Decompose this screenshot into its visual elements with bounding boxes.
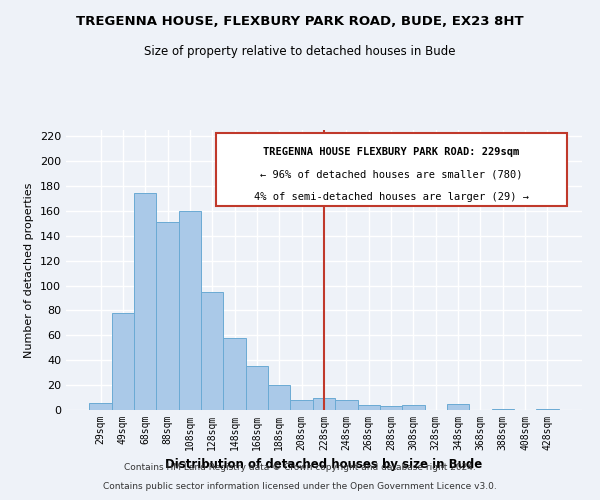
FancyBboxPatch shape — [215, 133, 566, 206]
Bar — [491, 409, 514, 410]
Bar — [290, 400, 313, 410]
Text: Contains HM Land Registry data © Crown copyright and database right 2024.: Contains HM Land Registry data © Crown c… — [124, 464, 476, 472]
X-axis label: Distribution of detached houses by size in Bude: Distribution of detached houses by size … — [166, 458, 482, 471]
Bar — [134, 194, 157, 410]
Bar — [380, 406, 402, 410]
Text: 4% of semi-detached houses are larger (29) →: 4% of semi-detached houses are larger (2… — [254, 192, 529, 202]
Text: TREGENNA HOUSE, FLEXBURY PARK ROAD, BUDE, EX23 8HT: TREGENNA HOUSE, FLEXBURY PARK ROAD, BUDE… — [76, 15, 524, 28]
Bar — [201, 292, 223, 410]
Text: TREGENNA HOUSE FLEXBURY PARK ROAD: 229sqm: TREGENNA HOUSE FLEXBURY PARK ROAD: 229sq… — [263, 147, 519, 157]
Text: Size of property relative to detached houses in Bude: Size of property relative to detached ho… — [144, 45, 456, 58]
Bar — [402, 405, 425, 410]
Bar — [268, 385, 290, 410]
Bar — [447, 404, 469, 410]
Bar — [179, 211, 201, 410]
Bar — [335, 400, 358, 410]
Text: Contains public sector information licensed under the Open Government Licence v3: Contains public sector information licen… — [103, 482, 497, 491]
Bar — [89, 402, 112, 410]
Bar — [536, 409, 559, 410]
Y-axis label: Number of detached properties: Number of detached properties — [25, 182, 34, 358]
Bar — [157, 222, 179, 410]
Bar — [223, 338, 246, 410]
Bar — [313, 398, 335, 410]
Bar — [112, 313, 134, 410]
Bar — [358, 405, 380, 410]
Bar — [246, 366, 268, 410]
Text: ← 96% of detached houses are smaller (780): ← 96% of detached houses are smaller (78… — [260, 169, 523, 179]
